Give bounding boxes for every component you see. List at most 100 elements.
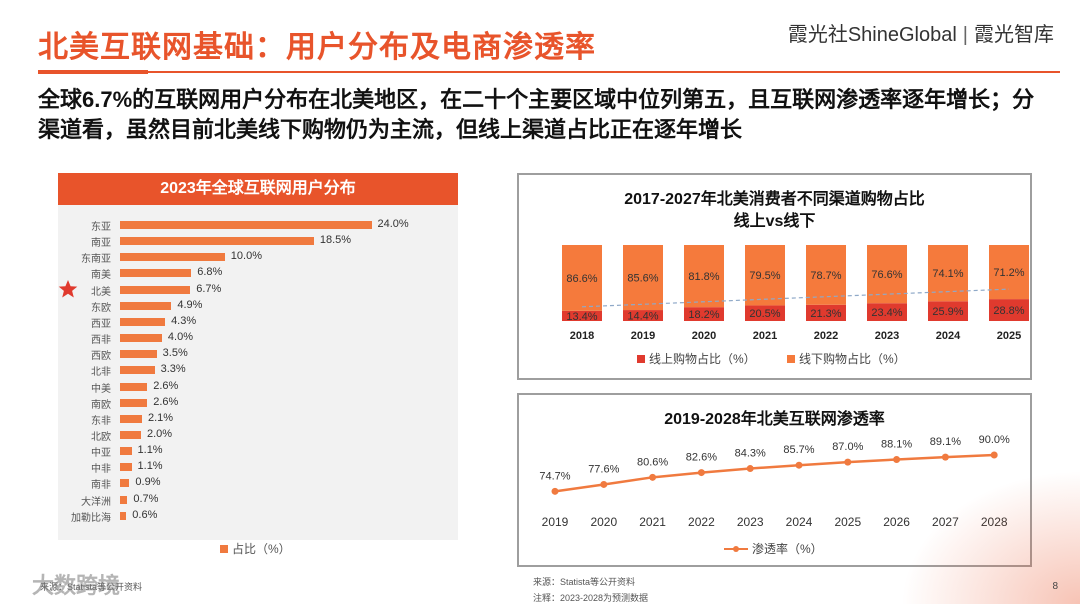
offline-bar [562, 245, 602, 311]
penetration-line [554, 453, 995, 493]
online-value-label: 18.2% [688, 309, 719, 321]
bar-category-label: 东欧 [91, 302, 111, 314]
source-note-right: 来源：Statista等公开资料 [533, 577, 636, 587]
bar [120, 463, 132, 472]
penetration-chart-title: 2019-2028年北美互联网渗透率 [664, 411, 885, 428]
penetration-value-label: 80.6% [637, 456, 668, 468]
x-tick-label: 2020 [590, 515, 617, 529]
channel-chart-title-1: 2017-2027年北美消费者不同渠道购物占比 [624, 191, 925, 208]
penetration-value-label: 87.0% [832, 441, 863, 453]
penetration-point [649, 473, 657, 481]
bar [120, 447, 132, 456]
bar-category-label: 南美 [91, 270, 111, 282]
x-tick-label: 2019 [542, 515, 569, 529]
penetration-value-label: 84.3% [735, 448, 766, 460]
x-tick-label: 2028 [981, 515, 1008, 529]
bar [120, 334, 162, 343]
bar-category-label: 南欧 [91, 399, 111, 411]
online-bar [745, 305, 785, 321]
x-tick-label: 2019 [631, 330, 655, 342]
offline-value-label: 85.6% [627, 273, 658, 285]
x-tick-label: 2025 [997, 330, 1021, 342]
offline-bar [806, 245, 846, 305]
penetration-point [600, 480, 608, 488]
bar-value-label: 3.3% [160, 363, 186, 376]
user-distribution-legend: 占比（%） [220, 540, 291, 557]
bar-category-label: 大洋洲 [81, 496, 111, 508]
bar-value-label: 0.7% [133, 492, 159, 505]
legend-marker [733, 546, 739, 552]
title-underline [38, 70, 148, 74]
bar-category-label: 加勒比海 [71, 512, 111, 524]
bar-value-label: 24.0% [377, 218, 409, 230]
online-value-label: 25.9% [932, 306, 963, 318]
x-tick-label: 2021 [753, 330, 777, 342]
bar-value-label: 3.5% [162, 347, 188, 360]
online-bar [684, 307, 724, 321]
bar [120, 317, 166, 326]
offline-value-label: 81.8% [688, 271, 719, 283]
bar-value-label: 18.5% [319, 234, 352, 247]
offline-value-label: 71.2% [993, 267, 1024, 279]
penetration-point [795, 461, 803, 469]
online-bar [806, 304, 846, 321]
bar-category-label: 中非 [91, 464, 111, 476]
x-tick-label: 2027 [932, 515, 959, 529]
bar-category-label: 东非 [91, 415, 111, 427]
penetration-value-label: 74.7% [539, 470, 570, 482]
offline-value-label: 74.1% [932, 268, 963, 280]
bar-value-label: 6.8% [197, 266, 223, 279]
offline-value-label: 86.6% [566, 273, 597, 285]
bar [120, 511, 127, 520]
forecast-note: 注释：2023-2028为预测数据 [533, 593, 649, 603]
online-bar [928, 301, 968, 321]
online-value-label: 21.3% [810, 308, 841, 320]
offline-value-label: 78.7% [810, 270, 841, 282]
x-tick-label: 2024 [786, 515, 813, 529]
legend-swatch [220, 545, 228, 553]
offline-bar [623, 245, 663, 311]
bar [120, 398, 148, 407]
penetration-chart: 2019-2028年北美互联网渗透率 74.7% 2019 77.6% 2020 80.… [517, 393, 1032, 567]
x-tick-label: 2018 [570, 330, 594, 342]
summary-text: 全球6.7%的互联网用户分布在北美地区，在二十个主要区域中位列第五，且互联网渗透… [38, 87, 1035, 142]
legend-label: 占比（%） [232, 542, 291, 556]
bar-category-label: 中亚 [91, 448, 111, 460]
bar-value-label: 2.1% [148, 411, 174, 424]
legend-label: 渗透率（%） [752, 541, 823, 556]
online-value-label: 23.4% [871, 307, 902, 319]
penetration-value-label: 90.0% [979, 434, 1010, 446]
brand-logo: 霞光社ShineGlobal | 霞光智库 [788, 18, 1054, 47]
penetration-point [697, 469, 705, 477]
bar [120, 253, 225, 262]
online-value-label: 13.4% [566, 311, 597, 323]
x-tick-label: 2025 [834, 515, 861, 529]
x-tick-label: 2021 [639, 515, 666, 529]
bar-value-label: 0.9% [135, 476, 161, 489]
bar [120, 237, 314, 246]
penetration-point [893, 456, 901, 464]
online-bar [867, 303, 907, 321]
x-tick-label: 2020 [692, 330, 716, 342]
bar-category-label: 南亚 [91, 238, 111, 250]
penetration-point [941, 453, 949, 461]
x-tick-label: 2023 [737, 515, 764, 529]
brand-separator: | [962, 24, 968, 46]
penetration-value-label: 77.6% [588, 463, 619, 475]
bar-category-label: 北美 [91, 286, 111, 298]
online-value-label: 28.8% [993, 305, 1024, 317]
legend-offline-label: 线下购物占比（%） [799, 351, 906, 366]
online-value-label: 20.5% [749, 308, 780, 320]
channel-share-chart: 2017-2027年北美消费者不同渠道购物占比 线上vs线下 13.4% 86.6… [517, 173, 1032, 380]
x-tick-label: 2024 [936, 330, 961, 342]
legend-offline-swatch [787, 355, 795, 363]
offline-value-label: 79.5% [749, 270, 780, 282]
legend-online-label: 线上购物占比（%） [649, 351, 756, 366]
bar-value-label: 2.0% [146, 427, 173, 440]
bar [120, 430, 141, 439]
offline-value-label: 76.6% [871, 269, 902, 281]
bar-category-label: 西欧 [91, 351, 111, 363]
bar [120, 269, 192, 278]
bar [120, 366, 155, 375]
legend-online-swatch [637, 355, 645, 363]
